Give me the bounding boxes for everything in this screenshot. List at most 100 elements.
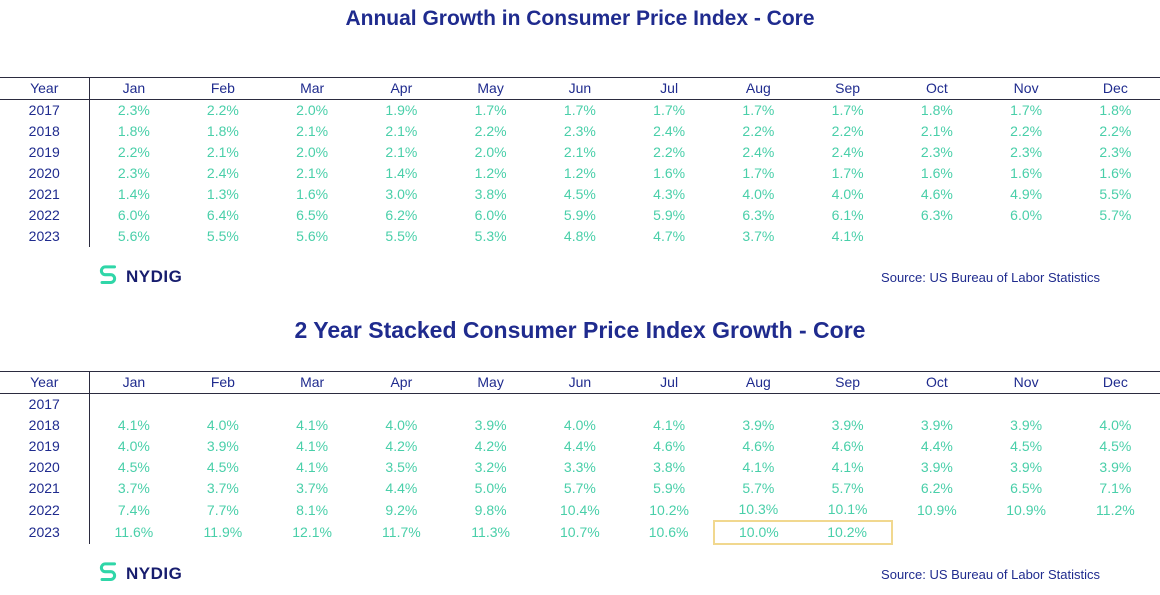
value-cell: 3.7% <box>117 480 150 496</box>
value-cell: 1.7% <box>742 165 775 181</box>
value-cell: 3.9% <box>1010 417 1043 433</box>
value-cell <box>1071 226 1160 247</box>
value-cell: 1.9% <box>385 102 418 118</box>
value-cell: 2.2% <box>1099 123 1132 139</box>
value-cell <box>892 521 981 544</box>
value-cell: 3.9% <box>831 417 864 433</box>
value-cell: 4.8% <box>563 228 596 244</box>
year-cell: 2020 <box>0 457 90 478</box>
value-cell: 2.1% <box>296 123 329 139</box>
value-cell: 4.1% <box>742 459 775 475</box>
month-column-header: Apr <box>356 371 446 394</box>
value-cell: 4.6% <box>742 438 775 454</box>
value-cell: 4.0% <box>742 186 775 202</box>
value-cell: 4.5% <box>563 186 596 202</box>
value-cell <box>982 394 1071 416</box>
year-cell: 2019 <box>0 142 90 163</box>
value-cell: 5.9% <box>653 207 686 223</box>
nydig-logo-icon <box>95 559 121 590</box>
year-cell: 2021 <box>0 184 90 205</box>
value-cell: 4.6% <box>831 438 864 454</box>
value-cell <box>178 394 267 416</box>
value-cell: 2.2% <box>206 102 239 118</box>
value-cell: 3.9% <box>474 417 507 433</box>
table1-footer-band: NYDIG Source: US Bureau of Labor Statist… <box>0 261 1160 293</box>
value-cell: 1.4% <box>385 165 418 181</box>
value-cell: 6.0% <box>1010 207 1043 223</box>
value-cell: 6.0% <box>117 207 150 223</box>
month-column-header: Aug <box>713 371 803 394</box>
value-cell: 2.0% <box>296 144 329 160</box>
table1-title: Annual Growth in Consumer Price Index - … <box>345 7 815 30</box>
value-cell <box>268 394 357 416</box>
value-cell: 3.9% <box>1099 459 1132 475</box>
value-cell: 4.2% <box>474 438 507 454</box>
value-cell: 2.2% <box>474 123 507 139</box>
value-cell: 3.7% <box>742 228 775 244</box>
value-cell: 1.7% <box>653 102 686 118</box>
value-cell: 4.0% <box>1099 417 1132 433</box>
table2-footer-band: NYDIG Source: US Bureau of Labor Statist… <box>0 558 1160 590</box>
value-cell <box>1071 521 1160 544</box>
value-cell: 2.3% <box>117 165 150 181</box>
month-column-header: Dec <box>1070 77 1160 100</box>
month-column-header: Oct <box>892 371 982 394</box>
month-column-header: Jun <box>535 371 625 394</box>
value-cell: 3.9% <box>920 459 953 475</box>
value-cell: 4.1% <box>831 228 864 244</box>
value-cell: 4.4% <box>920 438 953 454</box>
month-column-header: Mar <box>267 371 357 394</box>
value-cell: 1.8% <box>117 123 150 139</box>
value-cell: 4.1% <box>296 459 329 475</box>
value-cell: 3.9% <box>920 417 953 433</box>
value-cell: 5.0% <box>474 480 507 496</box>
table-row: 2019 4.0% 3.9% 4.1% 4.2% 4.2% 4.4% 4.6% 4.6% 4.6%… <box>0 436 1160 457</box>
month-column-header: Dec <box>1070 371 1160 394</box>
value-cell: 5.9% <box>563 207 596 223</box>
value-cell: 4.1% <box>296 438 329 454</box>
value-cell: 9.2% <box>385 501 418 518</box>
value-cell: 2.4% <box>653 123 686 139</box>
value-cell: 5.3% <box>474 228 507 244</box>
year-cell: 2022 <box>0 499 90 521</box>
month-column-header: Jul <box>624 77 714 100</box>
value-cell: 1.4% <box>117 186 150 202</box>
value-cell: 10.6% <box>648 524 689 540</box>
table-row: 2017 2.3% 2.2% 2.0% 1.9% 1.7% 1.7% 1.7% 1.7% 1.7%… <box>0 99 1160 121</box>
year-cell: 2018 <box>0 415 90 436</box>
value-cell: 10.1% <box>827 501 868 517</box>
value-cell <box>892 394 981 416</box>
value-cell: 5.9% <box>653 480 686 496</box>
table-row: 2023 11.6% 11.9% 12.1% 11.7% 11.3% 10.7% 10.6% 1… <box>0 520 1160 545</box>
nydig-logo: NYDIG <box>95 262 182 293</box>
table1-source-text: Source: US Bureau of Labor Statistics <box>881 269 1100 285</box>
value-cell <box>982 226 1071 247</box>
value-cell: 5.6% <box>117 228 150 244</box>
value-cell <box>357 394 446 416</box>
value-cell: 3.9% <box>1010 459 1043 475</box>
value-cell: 2.3% <box>1099 144 1132 160</box>
header-row: Year Jan Feb Mar Apr May Jun Jul Aug Sep Oct Nov Dec <box>0 371 1160 394</box>
value-cell: 2.1% <box>385 144 418 160</box>
value-cell: 2.4% <box>831 144 864 160</box>
value-cell: 3.7% <box>206 480 239 496</box>
table-row: 2020 2.3% 2.4% 2.1% 1.4% 1.2% 1.2% 1.6% 1.7% 1.7%… <box>0 163 1160 184</box>
month-column-header: Nov <box>981 371 1071 394</box>
value-cell: 2.3% <box>563 123 596 139</box>
year-cell: 2023 <box>0 521 90 544</box>
value-cell: 4.6% <box>920 186 953 202</box>
value-cell: 2.1% <box>296 165 329 181</box>
value-cell: 4.2% <box>385 438 418 454</box>
value-cell: 2.3% <box>117 102 150 118</box>
value-cell: 4.1% <box>831 459 864 475</box>
value-cell: 10.3% <box>738 501 779 517</box>
year-cell: 2023 <box>0 226 90 247</box>
value-cell <box>714 394 803 416</box>
month-column-header: Nov <box>981 77 1071 100</box>
month-column-header: Jun <box>535 77 625 100</box>
value-cell: 2.2% <box>1010 123 1043 139</box>
year-cell: 2022 <box>0 205 90 226</box>
value-cell: 5.7% <box>831 480 864 496</box>
value-cell: 4.0% <box>385 417 418 433</box>
value-cell <box>1071 394 1160 416</box>
